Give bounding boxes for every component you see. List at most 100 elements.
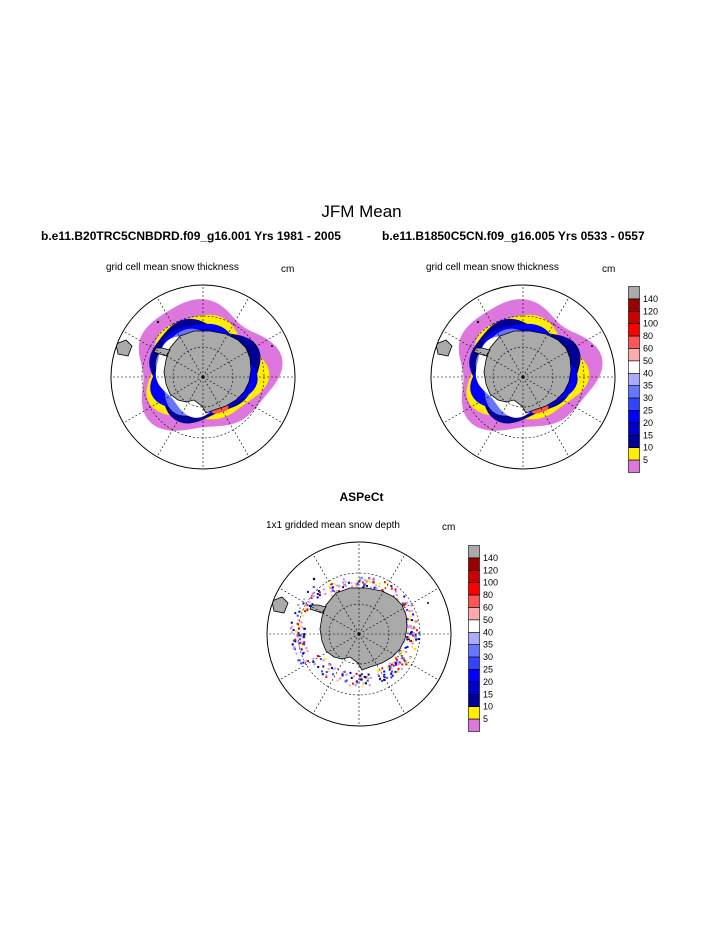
obs-cell (359, 674, 362, 677)
obs-cell (294, 638, 297, 641)
obs-cell (400, 650, 403, 653)
obs-cell (344, 680, 347, 683)
obs-cell (352, 675, 355, 678)
obs-cell (311, 592, 314, 595)
obs-cell (318, 591, 321, 594)
obs-cell (386, 676, 389, 679)
meridian-line (476, 297, 524, 378)
obs-cell (378, 675, 380, 677)
obs-cell (322, 588, 325, 591)
obs-cell (361, 675, 364, 677)
map-border (110, 284, 296, 470)
obs-cell (300, 633, 303, 636)
meridian-line (522, 376, 570, 457)
obs-cell (344, 580, 347, 583)
obs-cell (296, 622, 299, 625)
obs-cell (366, 579, 368, 582)
obs-cell (298, 645, 301, 648)
obs-cell (330, 590, 333, 593)
south-america-tip (271, 596, 289, 614)
obs-cell (298, 659, 301, 662)
south-america-tip (115, 339, 133, 357)
obs-cell (389, 662, 392, 665)
obs-cell (292, 646, 295, 649)
obs-cell (297, 632, 300, 635)
colorbar-box (468, 644, 480, 658)
colorbar-box (628, 397, 640, 411)
colorbar-box (628, 348, 640, 362)
obs-cell (324, 658, 327, 661)
obs-cell (370, 676, 372, 679)
obs-cell (372, 581, 375, 584)
obs-cell (348, 684, 351, 687)
colorbar-box (468, 632, 480, 646)
obs-cell (294, 612, 297, 615)
obs-cell (408, 636, 411, 639)
obs-cell (291, 631, 293, 634)
obs-cell (394, 664, 397, 666)
obs-cell (300, 648, 303, 651)
obs-cell (299, 638, 302, 641)
obs-cell (305, 660, 308, 663)
obs-cell (405, 601, 408, 604)
obs-cell (341, 674, 344, 677)
obs-cell (299, 634, 302, 637)
obs-cell (391, 663, 393, 666)
obs-cell (296, 634, 298, 637)
obs-cell (303, 598, 306, 601)
obs-cell (306, 590, 309, 593)
obs-cell (383, 673, 386, 676)
obs-cell (361, 685, 364, 688)
obs-cell (297, 641, 300, 644)
obs-cell (302, 636, 305, 639)
antarctica-landmass (163, 330, 252, 414)
obs-cell (321, 673, 324, 676)
colorbar-box (628, 373, 640, 387)
obs-cell (335, 589, 338, 592)
obs-cell (316, 655, 319, 657)
meridian-line (312, 633, 360, 714)
map-border (266, 541, 452, 727)
obs-cell (381, 589, 384, 591)
obs-cell (415, 638, 418, 641)
colorbar-tick-label: 30 (643, 393, 653, 403)
obs-cell (402, 657, 405, 660)
obs-cell (414, 633, 417, 636)
obs-cell (302, 644, 305, 647)
obs-cell (417, 638, 420, 641)
antarctic-peninsula (153, 347, 171, 357)
colorbar-box (628, 435, 640, 449)
obs-cell (300, 662, 303, 665)
panel3-colorbar: 140 120 100 80 60 50 40 35 30 25 20 15 10 5 (468, 545, 498, 732)
obs-cell (392, 664, 395, 667)
obs-cell (310, 596, 313, 599)
obs-cell (306, 604, 309, 607)
obs-cell (316, 593, 319, 595)
obs-cell (337, 667, 339, 670)
obs-cell (379, 677, 382, 680)
colorbar-box (468, 681, 480, 695)
obs-cell (390, 672, 393, 675)
obs-cell (411, 642, 414, 645)
obs-cell (296, 614, 299, 617)
obs-cell (368, 684, 371, 687)
colorbar-tick-label: 20 (643, 418, 653, 428)
obs-cell (356, 681, 359, 684)
colorbar-box (468, 569, 480, 583)
obs-cell (351, 682, 354, 685)
colorbar-box (468, 656, 480, 670)
obs-cell (302, 661, 305, 664)
obs-cell (373, 586, 376, 589)
obs-cell (397, 663, 400, 665)
colorbar-tick-label: 5 (483, 714, 488, 724)
obs-cell (366, 676, 369, 679)
obs-cell (311, 603, 314, 606)
obs-cell (397, 661, 399, 663)
obs-cell (365, 682, 367, 685)
colorbar-tick-label: 35 (483, 640, 493, 650)
obs-cell (341, 673, 344, 675)
obs-cell (298, 634, 301, 637)
meridian-line (202, 297, 250, 378)
obs-cell (338, 584, 341, 587)
obs-cell (400, 660, 402, 663)
